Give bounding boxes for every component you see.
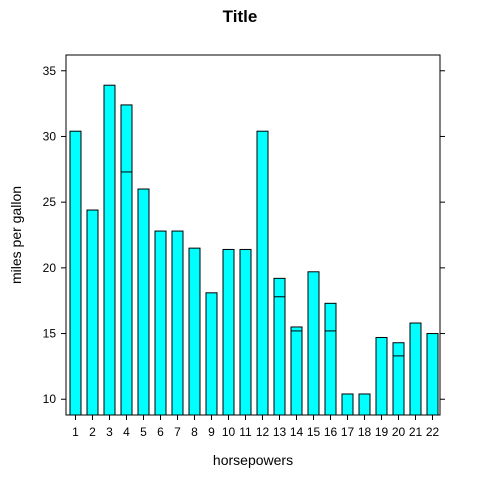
bar-22	[426, 333, 439, 416]
x-tick-label-22: 22	[426, 425, 440, 439]
y-tick-label-15: 15	[43, 327, 57, 341]
bar-4	[120, 104, 133, 416]
x-tick-label-9: 9	[208, 425, 215, 439]
y-axis-label: miles per gallon	[8, 186, 24, 284]
y-tick-label-10: 10	[43, 392, 57, 406]
x-tick-label-13: 13	[273, 425, 287, 439]
x-tick-label-18: 18	[358, 425, 372, 439]
x-tick-label-6: 6	[157, 425, 164, 439]
x-tick-label-1: 1	[72, 425, 79, 439]
bar-2	[86, 209, 99, 416]
bars-group	[69, 84, 439, 416]
y-tick-label-30: 30	[43, 129, 57, 143]
bar-13	[273, 277, 286, 416]
x-tick-label-12: 12	[256, 425, 270, 439]
bar-17	[341, 393, 354, 416]
chart-title: Title	[223, 7, 258, 26]
bar-21	[409, 322, 422, 416]
bar-14	[290, 326, 303, 416]
x-tick-label-10: 10	[222, 425, 236, 439]
bar-9	[205, 292, 218, 416]
x-tick-label-8: 8	[191, 425, 198, 439]
bar-15	[307, 271, 320, 416]
x-tick-label-3: 3	[106, 425, 113, 439]
x-tick-label-11: 11	[239, 425, 252, 439]
bar-18	[358, 393, 371, 416]
y-ticks-group: 10 15 20 25 30 35	[43, 64, 445, 406]
inner-lines-group	[121, 171, 404, 357]
bar-5	[137, 188, 150, 416]
x-axis-label: horsepowers	[213, 452, 293, 468]
bar-11	[239, 248, 252, 416]
bar-10	[222, 248, 235, 416]
x-tick-label-20: 20	[392, 425, 406, 439]
bar-20	[392, 342, 405, 416]
y-tick-label-20: 20	[43, 261, 57, 275]
plot-frame	[65, 54, 441, 416]
bar-8	[188, 247, 201, 416]
x-tick-label-14: 14	[290, 425, 304, 439]
x-tick-label-19: 19	[375, 425, 389, 439]
x-tick-label-21: 21	[409, 425, 423, 439]
x-tick-label-2: 2	[89, 425, 96, 439]
x-tick-label-16: 16	[324, 425, 338, 439]
x-tick-label-5: 5	[140, 425, 147, 439]
bar-7	[171, 230, 184, 416]
y-tick-label-35: 35	[43, 64, 57, 78]
x-tick-label-4: 4	[123, 425, 130, 439]
x-ticks-group: 1 2 3 4 5 6 7 8 9 10 11 12 13 14 15 16 17 18 19 20 21 22	[72, 415, 439, 439]
x-tick-label-15: 15	[307, 425, 321, 439]
bar-19	[375, 336, 388, 416]
y-tick-label-25: 25	[43, 195, 57, 209]
bar-3	[103, 84, 116, 416]
bar-1	[69, 130, 82, 416]
bar-16	[324, 302, 337, 416]
bar-6	[154, 230, 167, 416]
x-tick-label-17: 17	[341, 425, 355, 439]
bar-12	[256, 130, 269, 416]
x-tick-label-7: 7	[174, 425, 181, 439]
